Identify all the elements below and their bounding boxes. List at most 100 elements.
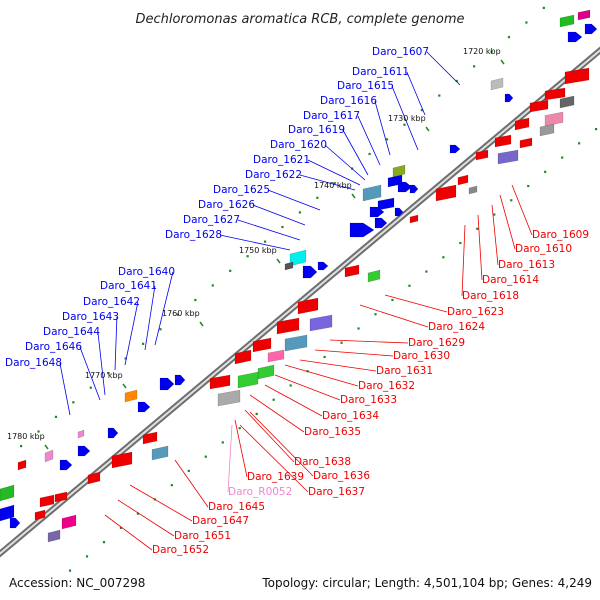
gene-label-daro-1607[interactable]: Daro_1607	[372, 46, 429, 58]
gene-feature[interactable]	[577, 9, 591, 21]
gene-label-daro-1622[interactable]: Daro_1622	[245, 169, 302, 181]
gene-feature[interactable]	[237, 371, 259, 389]
gene-feature[interactable]	[317, 261, 329, 271]
gene-feature[interactable]	[0, 504, 15, 522]
gene-label-daro-1634[interactable]: Daro_1634	[322, 410, 379, 422]
gene-label-daro-r0052[interactable]: Daro_R0052	[228, 486, 292, 498]
gene-feature[interactable]	[369, 206, 385, 218]
gene-label-daro-1609[interactable]: Daro_1609	[532, 229, 589, 241]
gene-label-daro-1631[interactable]: Daro_1631	[376, 365, 433, 377]
gene-feature[interactable]	[409, 184, 419, 194]
gene-feature[interactable]	[234, 349, 252, 365]
gene-label-daro-1642[interactable]: Daro_1642	[83, 296, 140, 308]
gene-label-daro-1652[interactable]: Daro_1652	[152, 544, 209, 556]
gene-feature[interactable]	[468, 185, 478, 195]
gene-feature[interactable]	[77, 429, 85, 439]
gene-label-daro-1644[interactable]: Daro_1644	[43, 326, 100, 338]
gene-feature[interactable]	[504, 93, 514, 103]
gene-label-daro-1617[interactable]: Daro_1617	[303, 110, 360, 122]
gene-feature[interactable]	[54, 491, 68, 503]
gene-feature[interactable]	[374, 217, 388, 229]
gene-feature[interactable]	[567, 31, 583, 43]
gene-feature[interactable]	[137, 401, 151, 413]
gene-label-daro-1651[interactable]: Daro_1651	[174, 530, 231, 542]
gene-feature[interactable]	[457, 174, 469, 186]
gene-feature[interactable]	[544, 87, 566, 101]
gene-feature[interactable]	[34, 509, 46, 521]
gene-feature[interactable]	[344, 264, 360, 278]
gene-feature[interactable]	[514, 117, 530, 131]
gene-feature[interactable]	[435, 184, 457, 202]
gene-feature[interactable]	[449, 144, 461, 154]
gene-label-daro-1624[interactable]: Daro_1624	[428, 321, 485, 333]
gene-feature[interactable]	[44, 449, 54, 463]
gene-label-daro-1627[interactable]: Daro_1627	[183, 214, 240, 226]
gene-label-daro-1633[interactable]: Daro_1633	[340, 394, 397, 406]
gene-feature[interactable]	[142, 431, 158, 445]
gene-feature[interactable]	[87, 471, 101, 485]
gene-feature[interactable]	[559, 14, 575, 28]
gene-feature[interactable]	[284, 261, 294, 271]
gene-feature[interactable]	[59, 459, 73, 471]
gene-label-daro-1628[interactable]: Daro_1628	[165, 229, 222, 241]
gene-feature[interactable]	[519, 137, 533, 149]
gene-label-daro-1616[interactable]: Daro_1616	[320, 95, 377, 107]
gene-feature[interactable]	[124, 389, 138, 403]
gene-label-daro-1630[interactable]: Daro_1630	[393, 350, 450, 362]
gene-feature[interactable]	[267, 349, 285, 363]
gene-label-daro-1623[interactable]: Daro_1623	[447, 306, 504, 318]
gene-feature[interactable]	[77, 445, 91, 457]
gene-label-daro-1621[interactable]: Daro_1621	[253, 154, 310, 166]
gene-feature[interactable]	[47, 529, 61, 543]
gene-feature[interactable]	[39, 494, 55, 508]
gene-feature[interactable]	[394, 207, 404, 217]
gene-feature[interactable]	[297, 297, 319, 315]
gene-label-daro-1629[interactable]: Daro_1629	[408, 337, 465, 349]
gene-feature[interactable]	[367, 269, 381, 283]
gene-feature[interactable]	[111, 451, 133, 469]
gene-feature[interactable]	[209, 374, 231, 390]
gene-feature[interactable]	[284, 334, 308, 352]
gene-label-daro-1632[interactable]: Daro_1632	[358, 380, 415, 392]
gene-feature[interactable]	[392, 164, 406, 178]
gene-feature[interactable]	[159, 377, 175, 391]
gene-feature[interactable]	[397, 181, 413, 193]
gene-feature[interactable]	[0, 484, 15, 502]
gene-label-daro-1639[interactable]: Daro_1639	[247, 471, 304, 483]
gene-label-daro-1641[interactable]: Daro_1641	[100, 280, 157, 292]
gene-feature[interactable]	[559, 95, 575, 109]
gene-feature[interactable]	[497, 149, 519, 165]
gene-feature[interactable]	[584, 23, 598, 35]
gene-feature[interactable]	[362, 184, 382, 202]
gene-feature[interactable]	[289, 249, 307, 267]
gene-feature[interactable]	[151, 445, 169, 461]
gene-label-daro-1647[interactable]: Daro_1647	[192, 515, 249, 527]
gene-feature[interactable]	[9, 517, 21, 529]
gene-feature[interactable]	[409, 214, 419, 224]
gene-label-daro-1619[interactable]: Daro_1619	[288, 124, 345, 136]
gene-label-daro-1610[interactable]: Daro_1610	[515, 243, 572, 255]
gene-label-daro-1620[interactable]: Daro_1620	[270, 139, 327, 151]
gene-feature[interactable]	[252, 337, 272, 353]
gene-feature[interactable]	[529, 99, 549, 113]
gene-label-daro-1638[interactable]: Daro_1638	[294, 456, 351, 468]
gene-feature[interactable]	[564, 67, 590, 85]
gene-feature[interactable]	[17, 459, 27, 471]
gene-label-daro-1637[interactable]: Daro_1637	[308, 486, 365, 498]
gene-label-daro-1648[interactable]: Daro_1648	[5, 357, 62, 369]
gene-label-daro-1643[interactable]: Daro_1643	[62, 311, 119, 323]
gene-feature[interactable]	[475, 149, 489, 161]
gene-feature[interactable]	[349, 222, 375, 238]
gene-feature[interactable]	[174, 374, 186, 386]
gene-feature[interactable]	[377, 197, 395, 211]
gene-feature[interactable]	[544, 111, 564, 127]
gene-label-daro-1618[interactable]: Daro_1618	[462, 290, 519, 302]
gene-label-daro-1614[interactable]: Daro_1614	[482, 274, 539, 286]
gene-feature[interactable]	[494, 134, 512, 148]
gene-label-daro-1646[interactable]: Daro_1646	[25, 341, 82, 353]
gene-label-daro-1635[interactable]: Daro_1635	[304, 426, 361, 438]
gene-feature[interactable]	[539, 123, 555, 137]
gene-label-daro-1611[interactable]: Daro_1611	[352, 66, 409, 78]
gene-label-daro-1613[interactable]: Daro_1613	[498, 259, 555, 271]
gene-feature[interactable]	[309, 314, 333, 332]
